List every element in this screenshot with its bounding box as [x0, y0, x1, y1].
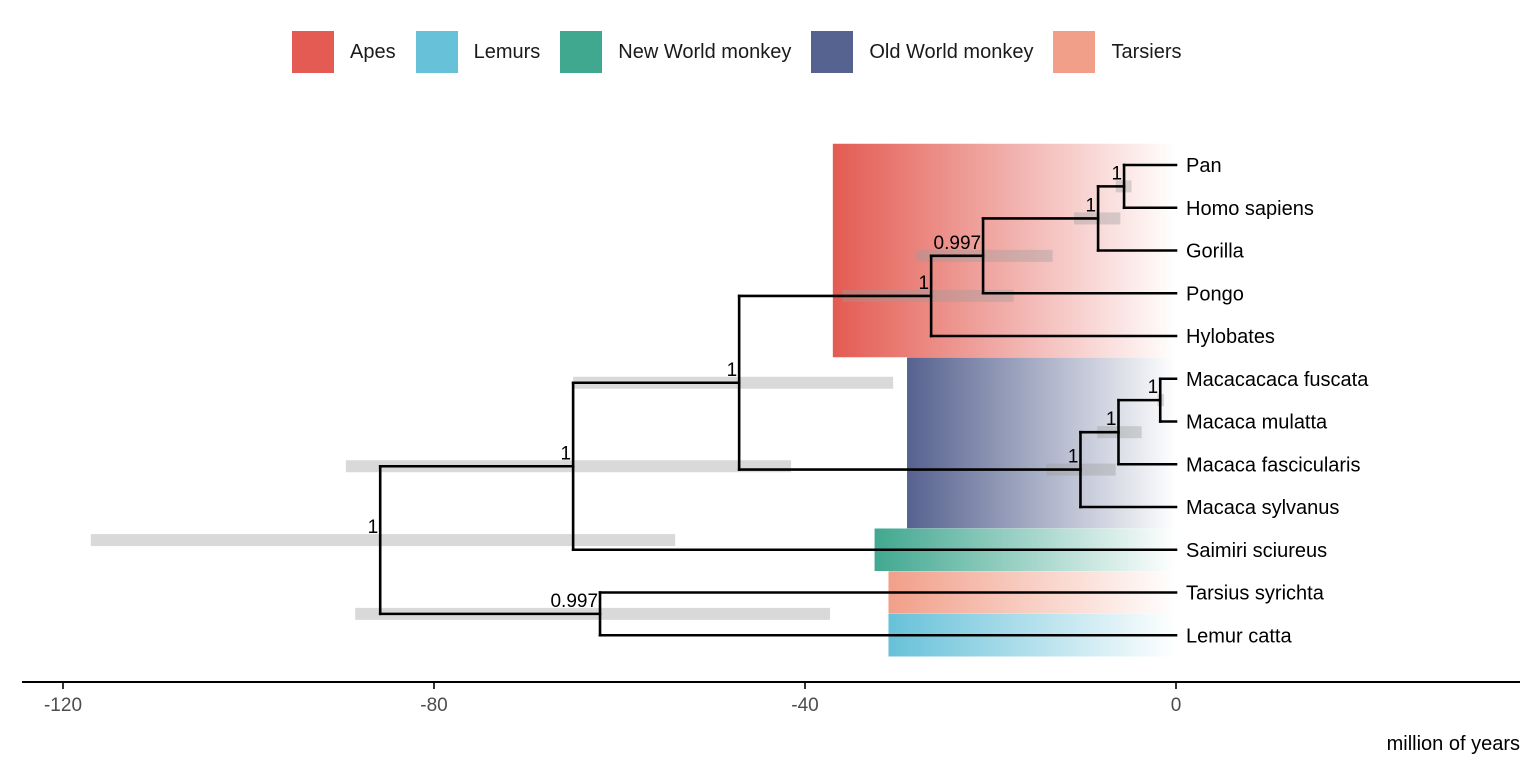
x-axis-title: million of years [1387, 733, 1520, 755]
tip-label-pongo: Pongo [1186, 283, 1244, 305]
tip-label-lemur-catta: Lemur catta [1186, 625, 1292, 647]
support-label-n-catarrhini: 1 [727, 360, 738, 381]
legend-item-old-world-monkey: Old World monkey [811, 31, 1033, 73]
legend-item-lemurs: Lemurs [415, 31, 541, 73]
support-label-n-african-apes: 1 [1086, 195, 1097, 216]
x-tick-label-2: -40 [791, 695, 818, 716]
legend-swatch-tarsiers [1053, 31, 1096, 73]
legend-label-tarsiers: Tarsiers [1111, 40, 1182, 63]
x-tick-label-0: -120 [44, 695, 82, 716]
tip-label-gorilla: Gorilla [1186, 241, 1245, 263]
support-label-n-great-apes: 0.997 [934, 233, 982, 254]
legend-swatch-lemurs [415, 31, 458, 73]
legend-swatch-apes [292, 31, 334, 73]
tip-labels: Pan Homo sapiens Gorilla Pongo Hylobates Maca… [1186, 155, 1369, 647]
x-tick-label-1: -80 [420, 695, 447, 716]
tip-label-pan: Pan [1186, 155, 1222, 177]
legend-item-apes: Apes [292, 31, 396, 73]
x-axis: -120 -80 -40 0 [22, 681, 1520, 716]
tip-label-macaca-sylvanus: Macaca sylvanus [1186, 497, 1339, 519]
tip-label-hylobates: Hylobates [1186, 326, 1275, 348]
support-label-n-tarsius-lemur: 0.997 [550, 591, 598, 612]
support-label-n-root: 1 [368, 517, 379, 538]
clade-highlight-old-world-monkey [907, 357, 1176, 529]
legend-label-lemurs: Lemurs [473, 40, 541, 63]
legend: Apes Lemurs New World monkey Old World monk… [292, 31, 1201, 73]
tip-label-macacacaca-fuscata: Macacacaca fuscata [1186, 369, 1369, 391]
tip-label-homo-sapiens: Homo sapiens [1186, 198, 1314, 220]
hpd-bar-n-great-apes [916, 249, 1053, 262]
legend-label-new-world-monkey: New World monkey [618, 40, 792, 63]
legend-swatch-old-world-monkey [811, 31, 854, 73]
tip-label-macaca-fascicularis: Macaca fascicularis [1186, 454, 1361, 476]
support-label-n-anthropoidea: 1 [561, 443, 572, 464]
legend-item-tarsiers: Tarsiers [1053, 31, 1181, 73]
tip-label-macaca-mulatta: Macaca mulatta [1186, 412, 1328, 434]
legend-item-new-world-monkey: New World monkey [560, 31, 791, 73]
support-label-n-fusc-mul: 1 [1148, 377, 1159, 398]
legend-label-old-world-monkey: Old World monkey [869, 40, 1034, 63]
x-tick-label-3: 0 [1171, 695, 1182, 716]
support-label-n-mac-3: 1 [1106, 409, 1117, 430]
support-label-n-macaca: 1 [1068, 447, 1079, 468]
legend-swatch-new-world-monkey [560, 31, 603, 73]
support-label-n-apes: 1 [919, 273, 930, 294]
hpd-bar-n-root [90, 534, 676, 547]
tip-label-saimiri-sciureus: Saimiri sciureus [1186, 540, 1327, 562]
support-label-n-pan-homo: 1 [1111, 163, 1122, 184]
tip-label-tarsius-syrichta: Tarsius syrichta [1186, 583, 1325, 605]
tree-branches [378, 163, 1178, 637]
legend-label-apes: Apes [350, 40, 396, 63]
